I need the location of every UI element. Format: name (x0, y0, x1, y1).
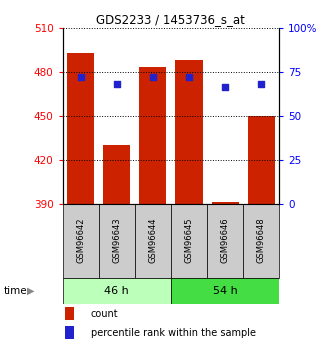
Bar (207, 204, 243, 278)
Text: GSM96646: GSM96646 (221, 218, 230, 264)
Text: GSM96642: GSM96642 (76, 218, 85, 263)
Point (114, 81, 119, 87)
Bar (139, 67, 166, 204)
Bar (212, 202, 239, 204)
Text: count: count (91, 309, 118, 319)
Text: 54 h: 54 h (213, 286, 238, 296)
Text: GSM96648: GSM96648 (257, 218, 266, 264)
Bar (67, 52, 94, 204)
Bar (171, 278, 279, 304)
Text: percentile rank within the sample: percentile rank within the sample (91, 328, 256, 338)
Bar (171, 204, 207, 278)
Bar (65, 307, 74, 319)
Title: GDS2233 / 1453736_s_at: GDS2233 / 1453736_s_at (97, 13, 245, 27)
Text: ▶: ▶ (27, 286, 34, 296)
Bar (176, 60, 203, 204)
Text: time: time (3, 286, 27, 296)
Bar (99, 204, 135, 278)
Bar (63, 278, 171, 304)
Text: 46 h: 46 h (104, 286, 129, 296)
Bar (135, 204, 171, 278)
Point (78, 74, 83, 80)
Point (222, 85, 228, 90)
Text: GSM96644: GSM96644 (148, 218, 157, 263)
Bar (65, 326, 74, 338)
Bar (243, 204, 279, 278)
Bar (63, 204, 99, 278)
Point (187, 74, 192, 80)
Point (259, 81, 264, 87)
Text: GSM96645: GSM96645 (185, 218, 194, 263)
Text: GSM96643: GSM96643 (112, 218, 121, 264)
Point (150, 74, 155, 80)
Bar (103, 145, 130, 204)
Bar (248, 116, 275, 204)
